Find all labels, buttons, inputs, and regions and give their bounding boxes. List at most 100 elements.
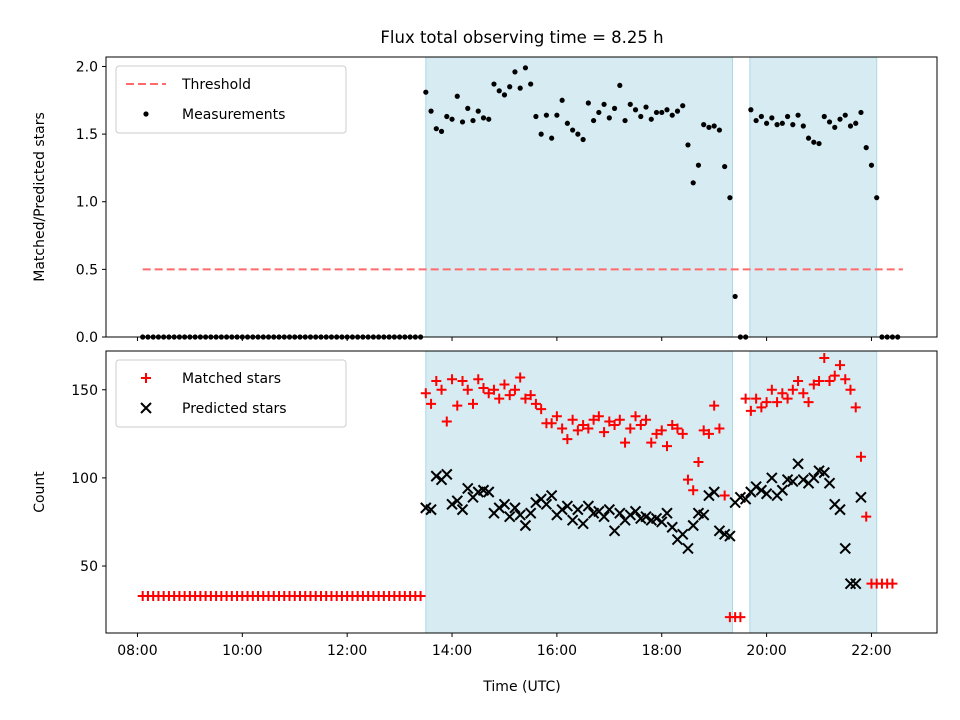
matched-marker <box>567 414 578 425</box>
predicted-marker <box>503 510 516 523</box>
predicted-marker <box>493 502 505 514</box>
predicted-marker <box>608 525 621 537</box>
measurement-point <box>590 117 597 124</box>
measurement-point <box>711 123 717 129</box>
predicted-marker <box>834 503 846 516</box>
top-y-tick-label: 1.0 <box>76 195 98 211</box>
predicted-marker <box>650 512 663 525</box>
measurement-point <box>664 107 670 113</box>
matched-marker <box>483 388 494 399</box>
matched-marker <box>709 400 720 411</box>
measurement-point <box>847 123 854 129</box>
predicted-marker <box>776 484 789 496</box>
predicted-marker <box>797 473 810 486</box>
x-tick-label: 08:00 <box>117 643 157 659</box>
matched-marker <box>667 420 678 431</box>
predicted-marker <box>755 484 768 496</box>
bottom-legend: Matched stars Predicted stars <box>115 359 347 428</box>
measurement-point <box>805 135 812 141</box>
measurement-point <box>680 103 686 109</box>
x-axis-label: Time (UTC) <box>482 679 560 695</box>
bottom-axes-frame <box>105 350 938 634</box>
legend-label: Threshold <box>181 77 251 93</box>
measurement-point <box>753 117 759 124</box>
predicted-marker <box>430 470 443 482</box>
measurement-point <box>575 131 581 137</box>
measurement-point <box>459 119 466 125</box>
matched-marker <box>693 457 704 468</box>
measurement-point <box>596 109 602 116</box>
predicted-marker <box>566 514 579 526</box>
predicted-marker <box>462 482 474 495</box>
measurement-point <box>533 113 539 120</box>
legend-label: Measurements <box>182 107 285 123</box>
matched-marker <box>761 397 772 408</box>
measurement-point <box>480 115 487 121</box>
matched-marker <box>646 437 657 448</box>
matched-marker <box>572 425 583 436</box>
top-legend-box <box>115 65 347 134</box>
predicted-marker <box>640 510 652 523</box>
matched-marker <box>499 379 510 390</box>
measurement-point <box>486 116 492 122</box>
matched-marker <box>620 437 631 448</box>
bottom-y-axis-label: Count <box>32 471 48 513</box>
measurement-point <box>643 104 649 110</box>
legend-label: Predicted stars <box>182 401 287 417</box>
predicted-marker <box>624 509 636 521</box>
predicted-marker <box>855 491 867 503</box>
measurement-point <box>632 107 639 113</box>
measurement-point <box>727 195 733 201</box>
matched-marker <box>808 379 819 390</box>
measurement-point <box>816 140 822 147</box>
predicted-marker <box>603 503 616 516</box>
measurement-point <box>706 124 712 130</box>
measurement-point <box>764 120 770 126</box>
matched-marker <box>845 384 856 395</box>
matched-marker <box>478 383 489 394</box>
measurement-point <box>774 122 780 128</box>
predicted-marker <box>540 498 553 511</box>
matched-marker <box>793 375 804 386</box>
measurement-point <box>454 93 460 99</box>
bottom-series-1 <box>420 458 867 590</box>
matched-marker <box>740 393 751 404</box>
matched-marker <box>661 441 672 452</box>
measurement-point <box>507 84 513 90</box>
predicted-marker <box>787 475 799 488</box>
predicted-marker <box>713 525 726 537</box>
measurement-point <box>438 128 445 134</box>
measurement-point <box>543 112 550 118</box>
matched-marker <box>468 398 479 409</box>
top-series-1 <box>140 65 901 340</box>
measurement-point <box>449 116 455 122</box>
matched-marker <box>840 374 851 385</box>
measurement-point <box>685 142 691 148</box>
predicted-marker <box>582 500 595 512</box>
matched-marker <box>515 372 526 383</box>
predicted-marker <box>483 486 495 498</box>
matched-marker <box>835 360 846 371</box>
matched-marker <box>530 398 541 409</box>
predicted-marker <box>818 466 830 479</box>
measurement-point <box>522 65 529 71</box>
matched-marker <box>698 425 709 436</box>
predicted-marker <box>598 510 610 523</box>
measurement-point <box>837 116 843 122</box>
matched-marker <box>777 388 788 399</box>
matched-marker <box>509 384 520 395</box>
measurement-point <box>842 112 848 118</box>
measurement-point <box>784 113 791 120</box>
matched-marker <box>431 375 442 386</box>
measurement-point <box>622 117 628 124</box>
matched-marker <box>756 402 767 413</box>
predicted-marker <box>456 503 469 516</box>
matched-marker <box>415 590 426 601</box>
predicted-marker <box>446 498 458 511</box>
predicted-marker <box>682 542 694 555</box>
matched-marker <box>457 375 468 386</box>
predicted-marker <box>572 503 584 516</box>
predicted-marker <box>839 542 851 555</box>
x-tick-label: 22:00 <box>851 643 891 659</box>
x-tick-label: 16:00 <box>537 643 577 659</box>
